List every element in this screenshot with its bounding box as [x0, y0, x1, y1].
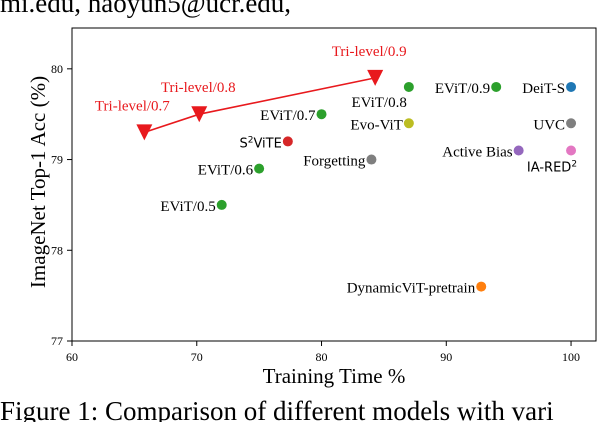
point-label: UVC	[533, 117, 565, 133]
caption-fragment: Figure 1: Comparison of different models…	[0, 396, 554, 422]
data-point	[476, 281, 487, 292]
data-point	[403, 118, 414, 129]
data-point	[216, 199, 227, 210]
x-tick-label: 60	[66, 350, 78, 364]
y-axis-label: ImageNet Top-1 Acc (%)	[26, 76, 50, 288]
data-point	[316, 109, 327, 120]
header-fragment: mi.edu, haoyun5@ucr.edu,	[0, 0, 292, 18]
tri-level-label: Tri-level/0.9	[332, 44, 407, 60]
data-point	[566, 145, 577, 156]
plot-frame	[71, 27, 597, 342]
axis-ticks: 60 70 80 90 100 77 78 79 80	[51, 62, 580, 364]
tri-level-marker	[191, 106, 208, 123]
x-tick-label: 80	[316, 350, 328, 364]
data-point	[366, 154, 377, 165]
point-label: S2ViTE	[239, 135, 281, 151]
x-tick-label: 90	[440, 350, 452, 364]
y-tick-label: 79	[51, 153, 63, 167]
data-point	[282, 136, 293, 147]
tri-level-marker	[136, 124, 153, 141]
point-label: DeiT-S	[522, 81, 565, 97]
tri-level-marker	[367, 69, 384, 86]
y-tick-label: 77	[51, 334, 63, 348]
x-tick-label: 70	[191, 350, 203, 364]
data-point	[566, 118, 577, 129]
x-tick-label: 100	[562, 350, 580, 364]
tri-level-label: Tri-level/0.8	[161, 80, 236, 96]
point-label: EViT/0.7	[260, 108, 316, 124]
y-tick-label: 80	[51, 62, 63, 76]
point-label: DynamicViT-pretrain	[347, 281, 476, 297]
point-label: EViT/0.9	[435, 81, 490, 97]
point-label: EViT/0.6	[198, 163, 254, 179]
tri-level-label: Tri-level/0.7	[95, 98, 170, 114]
point-label: EViT/0.5	[160, 199, 215, 215]
point-label: Evo-ViT	[350, 117, 402, 133]
data-point	[491, 81, 502, 92]
point-label: Active Bias	[442, 144, 513, 160]
data-point	[566, 81, 577, 92]
y-tick-label: 78	[51, 243, 63, 257]
data-point	[513, 145, 524, 156]
x-axis-label: Training Time %	[263, 364, 406, 388]
data-point	[403, 81, 414, 92]
points-layer: EViT/0.5 EViT/0.6 EViT/0.7 EViT/0.8 EViT/0.9…	[160, 81, 577, 297]
point-label: IA-RED2	[527, 159, 577, 175]
point-label: EViT/0.8	[352, 95, 407, 111]
data-point	[254, 163, 265, 174]
point-label: Forgetting	[303, 154, 366, 170]
series-layer: Tri-level/0.7 Tri-level/0.8 Tri-level/0.9	[95, 44, 407, 141]
